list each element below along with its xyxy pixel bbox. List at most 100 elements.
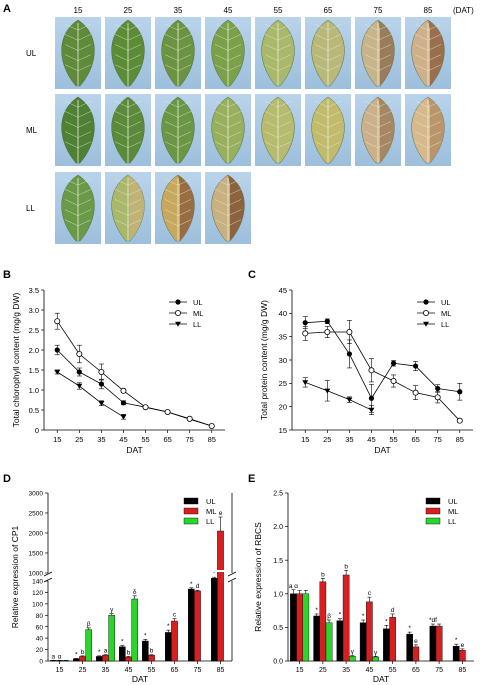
y-tick-label: 100 — [32, 601, 43, 608]
significance-label: * — [362, 613, 365, 620]
panel-b: B 0 0.5 1.0 1.5 2.0 2.5 3.0 3.5 15 25 35 45 55 65 75 85… — [3, 269, 225, 455]
y-tick-label: 1.5 — [273, 558, 283, 565]
y-tick-label: 2.5 — [273, 491, 283, 498]
bar-ul — [95, 656, 103, 662]
x-tick-label: 15 — [301, 435, 309, 444]
significance-label: e — [461, 642, 465, 649]
significance-label: * — [339, 612, 342, 619]
panel-c: C 15 20 25 30 35 40 45 15 25 35 45 55 65 75 85 DAT Total… — [248, 269, 473, 455]
y-tick-label: 1.0 — [29, 386, 39, 395]
bar-ml — [459, 650, 466, 662]
data-point — [413, 363, 419, 369]
data-point — [142, 404, 149, 411]
significance-label: b — [344, 563, 348, 570]
legend-swatch — [183, 517, 199, 525]
series-line-ll — [305, 382, 372, 411]
x-tick-label: 15 — [53, 435, 61, 444]
significance-label: γ — [351, 649, 355, 656]
legend-marker — [175, 299, 181, 305]
legend-label: UL — [441, 298, 451, 307]
x-tick-label: 75 — [186, 435, 194, 444]
bar-ul — [406, 633, 413, 662]
x-tick-label: 35 — [345, 435, 353, 444]
y-tick-label: 3000 — [29, 491, 44, 498]
legend-swatch — [183, 497, 199, 505]
dat-column-label: 15 — [74, 6, 83, 15]
data-point — [54, 318, 61, 325]
leaf-row-label: ML — [26, 126, 38, 135]
data-point — [346, 397, 353, 403]
legend-marker — [423, 299, 429, 305]
data-point — [390, 377, 397, 384]
panel-letter-e: E — [248, 473, 255, 485]
leaf-photo — [255, 94, 301, 166]
x-tick-label: 65 — [411, 435, 419, 444]
leaf-photo — [155, 17, 201, 89]
y-tick-label: 0.5 — [273, 625, 283, 632]
significance-label: b — [127, 649, 131, 656]
y-axis-title: Total chlorophyll content (mg/g DW) — [11, 293, 21, 428]
y-tick-label: 60 — [36, 624, 44, 631]
bar-ul — [141, 640, 149, 662]
data-point — [368, 395, 375, 401]
data-point — [186, 415, 193, 422]
x-tick-label: 85 — [456, 435, 464, 444]
significance-label: β — [87, 621, 91, 628]
data-point — [368, 367, 375, 374]
data-point — [54, 347, 60, 353]
bar-ll — [349, 656, 356, 662]
significance-label: * — [315, 607, 318, 614]
data-point — [54, 369, 61, 375]
leaf-row-label: LL — [26, 204, 35, 213]
bar-ml — [148, 655, 155, 662]
bar-ml — [125, 656, 132, 662]
axis-break-mark — [43, 571, 53, 577]
significance-label: d — [196, 583, 200, 590]
significance-label: c — [173, 612, 177, 619]
leaf-photo — [305, 94, 351, 166]
bar-ml — [194, 590, 201, 662]
dat-column-label: 35 — [174, 6, 183, 15]
y-tick-label: 2.0 — [29, 346, 39, 355]
significance-label: * — [455, 637, 458, 644]
y-tick-label: 120 — [32, 590, 43, 597]
significance-label: b — [150, 648, 154, 655]
bar-ml — [342, 574, 350, 662]
y-tick-label: 2.5 — [29, 326, 39, 335]
data-point — [302, 330, 309, 337]
x-tick-label: 65 — [163, 435, 171, 444]
significance-label: * — [144, 632, 147, 639]
leaf-photo — [405, 94, 451, 166]
significance-label: e — [219, 510, 223, 517]
panel-letter-b: B — [3, 269, 11, 281]
bar-ul — [118, 646, 126, 662]
legend-label: LL — [441, 320, 449, 329]
bar-ll — [85, 629, 92, 662]
x-tick-label: 15 — [56, 667, 64, 674]
significance-label: * — [213, 570, 216, 577]
x-tick-label: 55 — [389, 667, 397, 674]
y-tick-label: 0 — [39, 659, 43, 666]
dat-column-label: 85 — [424, 6, 433, 15]
y-tick-label: 20 — [279, 402, 287, 411]
x-tick-label: 75 — [435, 667, 443, 674]
leaf-photo — [155, 172, 201, 244]
data-point — [324, 328, 331, 335]
leaf-photo — [205, 17, 251, 89]
leaf-photo — [105, 172, 151, 244]
data-point — [346, 328, 353, 335]
data-point — [120, 400, 127, 406]
significance-label: * — [167, 623, 170, 630]
significance-label: a — [51, 653, 55, 660]
legend-marker — [175, 321, 181, 327]
y-tick-label: 0 — [35, 426, 39, 435]
y-tick-label: 80 — [36, 613, 44, 620]
data-point — [98, 368, 105, 375]
y-tick-label: 1.0 — [273, 591, 283, 598]
legend-swatch — [425, 507, 441, 515]
leaf-photo — [55, 172, 101, 244]
x-tick-label: 25 — [323, 435, 331, 444]
y-tick-label: 40 — [36, 636, 44, 643]
